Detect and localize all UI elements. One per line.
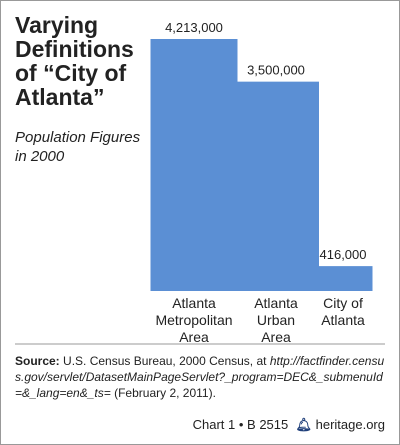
source-text: U.S. Census Bureau, 2000 Census, at (63, 354, 267, 368)
footer: Chart 1 • B 2515 🔔︎ heritage.org (193, 417, 385, 433)
source-label: Source: (15, 354, 60, 368)
chart-subtitle: Population Figures in 2000 (15, 129, 141, 165)
chart-id: Chart 1 • B 2515 (192, 417, 289, 432)
x-tick-label: Atlanta Metropolitan Area (155, 295, 232, 345)
value-label: 3,500,000 (247, 63, 305, 78)
source: Source: U.S. Census Bureau, 2000 Census,… (15, 353, 387, 401)
bar (313, 266, 373, 291)
site: heritage.org (315, 417, 385, 432)
x-tick-label: City of Atlanta (321, 295, 365, 328)
source-date: (February 2, 2011). (114, 386, 216, 400)
value-label: 416,000 (320, 247, 367, 262)
bell-icon: 🔔︎ (295, 417, 312, 432)
chart-title: Varying Definitions of “City of Atlanta” (15, 12, 134, 110)
value-label: 4,213,000 (165, 20, 223, 35)
bar (233, 81, 319, 291)
x-tick-label: Atlanta Urban Area (254, 295, 298, 345)
bar (150, 39, 238, 291)
source-url: http://factfinder.census.gov/servlet/Dat… (15, 354, 385, 400)
